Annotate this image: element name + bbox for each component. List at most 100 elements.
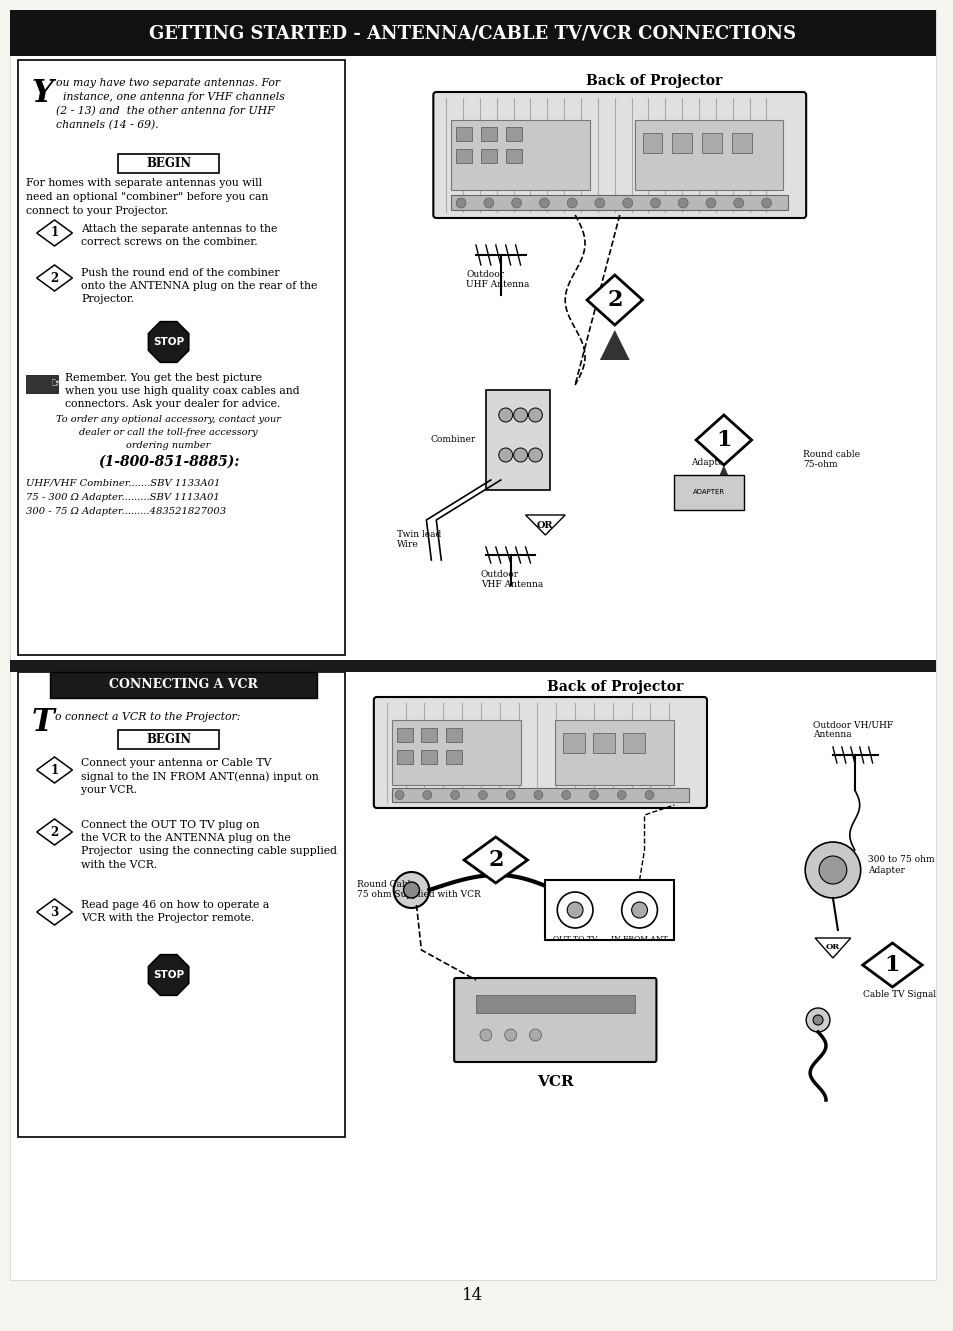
Circle shape [650, 198, 659, 208]
Text: Attach the separate antennas to the
correct screws on the combiner.: Attach the separate antennas to the corr… [81, 224, 277, 248]
Polygon shape [599, 330, 629, 359]
Bar [545, 880, 674, 940]
Text: STOP: STOP [152, 337, 184, 347]
Text: 2: 2 [488, 849, 503, 870]
Bar [456, 149, 472, 162]
Bar [674, 475, 743, 510]
Circle shape [506, 791, 515, 800]
Circle shape [534, 791, 542, 800]
Bar [10, 660, 935, 672]
Text: 300 - 75 Ω Adapter.........483521827003: 300 - 75 Ω Adapter.........483521827003 [26, 507, 226, 516]
Circle shape [538, 198, 549, 208]
Text: 1: 1 [716, 429, 731, 451]
Text: Remember. You get the best picture
when you use high quality coax cables and
con: Remember. You get the best picture when … [66, 373, 300, 410]
Text: CONNECTING A VCR: CONNECTING A VCR [109, 679, 257, 692]
Circle shape [478, 791, 487, 800]
Bar [50, 672, 317, 697]
Text: OR: OR [537, 520, 553, 530]
Circle shape [511, 198, 521, 208]
Circle shape [504, 1029, 517, 1041]
Text: Outdoor
VHF Antenna: Outdoor VHF Antenna [480, 570, 542, 590]
Circle shape [395, 791, 404, 800]
Bar [451, 196, 787, 210]
Circle shape [589, 791, 598, 800]
Bar [392, 788, 688, 803]
Text: Cable TV Signal: Cable TV Signal [862, 990, 935, 1000]
Bar [451, 120, 589, 190]
Text: Adapter: Adapter [690, 458, 726, 467]
Text: OR: OR [825, 942, 840, 952]
Text: OUT TO TV: OUT TO TV [553, 934, 597, 942]
Circle shape [456, 198, 466, 208]
Bar [392, 720, 520, 785]
Circle shape [812, 1016, 822, 1025]
Text: ☞: ☞ [51, 378, 62, 390]
Polygon shape [708, 465, 738, 500]
Text: ADAPTER: ADAPTER [692, 488, 724, 495]
Bar [456, 126, 472, 141]
Bar [396, 749, 412, 764]
Circle shape [422, 791, 432, 800]
Bar [18, 672, 345, 1137]
Text: ordering number: ordering number [127, 441, 211, 450]
Circle shape [450, 791, 459, 800]
Circle shape [529, 1029, 541, 1041]
Circle shape [819, 856, 846, 884]
Bar [446, 728, 461, 741]
Polygon shape [696, 415, 751, 465]
Bar [731, 133, 751, 153]
Circle shape [483, 198, 494, 208]
Polygon shape [36, 898, 72, 925]
Text: Combiner: Combiner [430, 435, 476, 445]
Circle shape [513, 449, 527, 462]
Bar [421, 749, 436, 764]
Text: 3: 3 [51, 905, 58, 918]
Bar [446, 749, 461, 764]
Circle shape [760, 198, 771, 208]
Polygon shape [814, 938, 850, 958]
Text: For homes with separate antennas you will: For homes with separate antennas you wil… [26, 178, 262, 188]
Bar [480, 149, 497, 162]
Circle shape [394, 872, 429, 908]
Circle shape [595, 198, 604, 208]
FancyBboxPatch shape [374, 697, 706, 808]
Bar [505, 126, 521, 141]
Text: Push the round end of the combiner
onto the ANTENNA plug on the rear of the
Proj: Push the round end of the combiner onto … [81, 268, 317, 305]
Text: T: T [31, 707, 54, 737]
Bar [505, 149, 521, 162]
Text: Outdoor
UHF Antenna: Outdoor UHF Antenna [466, 270, 529, 289]
Text: Round cable
75-ohm: Round cable 75-ohm [802, 450, 860, 470]
Bar [485, 390, 550, 490]
Bar [672, 133, 692, 153]
Circle shape [617, 791, 625, 800]
Polygon shape [36, 220, 72, 246]
Polygon shape [36, 757, 72, 783]
Text: 300 to 75 ohm
Adapter: 300 to 75 ohm Adapter [866, 856, 933, 874]
Text: Y: Y [31, 79, 53, 109]
Text: o connect a VCR to the Projector:: o connect a VCR to the Projector: [54, 712, 239, 721]
Bar [642, 133, 661, 153]
Text: IN FROM ANT: IN FROM ANT [611, 934, 667, 942]
Bar [593, 733, 614, 753]
Bar [396, 728, 412, 741]
Text: BEGIN: BEGIN [146, 733, 191, 745]
Bar [26, 375, 57, 393]
Circle shape [557, 892, 593, 928]
Circle shape [621, 892, 657, 928]
Circle shape [678, 198, 687, 208]
Circle shape [644, 791, 653, 800]
Text: Connect the OUT TO TV plug on
the VCR to the ANTENNA plug on the
Projector  usin: Connect the OUT TO TV plug on the VCR to… [81, 820, 337, 869]
Circle shape [622, 198, 632, 208]
Bar [480, 126, 497, 141]
Polygon shape [862, 942, 922, 988]
Text: To order any optional accessory, contact your: To order any optional accessory, contact… [56, 415, 281, 425]
Circle shape [567, 902, 582, 918]
Text: need an optional "combiner" before you can: need an optional "combiner" before you c… [26, 192, 268, 202]
Circle shape [705, 198, 715, 208]
Polygon shape [149, 322, 189, 362]
Text: 1: 1 [51, 226, 58, 240]
Bar [476, 996, 634, 1013]
Circle shape [733, 198, 743, 208]
Text: 75 - 300 Ω Adapter.........SBV 1113A01: 75 - 300 Ω Adapter.........SBV 1113A01 [26, 492, 219, 502]
Text: UHF/VHF Combiner.......SBV 1133A01: UHF/VHF Combiner.......SBV 1133A01 [26, 479, 220, 488]
